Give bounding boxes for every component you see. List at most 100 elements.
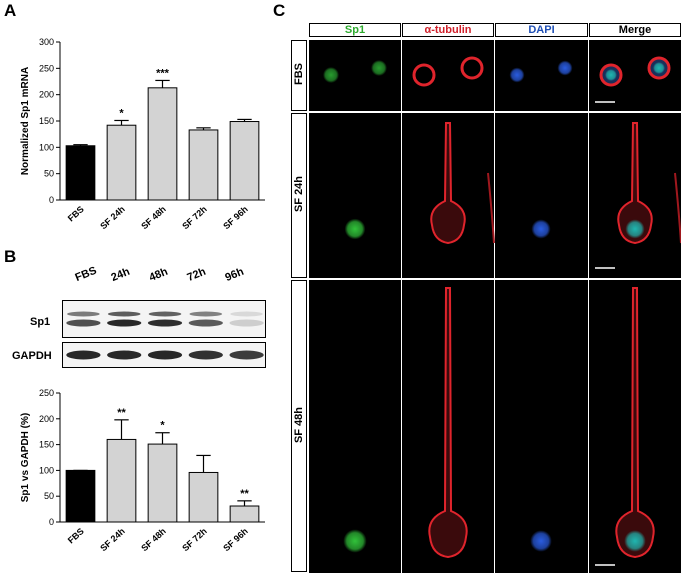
micrograph-panel [495, 113, 588, 278]
bar [188, 129, 219, 201]
micrograph-panel [495, 280, 588, 573]
row-label-box-sf48 [291, 280, 307, 572]
column-header-tubulin: α-tubulin [402, 23, 494, 37]
panel-letter-b: B [4, 247, 17, 266]
category-label: SF 72h [180, 526, 209, 553]
merge-nucleus [625, 219, 645, 239]
microscopy-images [309, 40, 681, 573]
blot-band-upper [189, 311, 223, 317]
blot-lane-label: FBS [73, 264, 99, 284]
merge-nucleus [624, 530, 646, 552]
merge-process [674, 172, 681, 244]
blot-band [107, 350, 142, 360]
row-label-box-fbs [291, 40, 307, 111]
blot-band [229, 319, 264, 327]
category-label: FBS [66, 204, 86, 223]
y-axis-label: Sp1 vs GAPDH (%) [20, 413, 31, 502]
bar [106, 124, 137, 201]
blot-lane-label: 24h [109, 265, 132, 284]
bar [106, 438, 137, 523]
y-tick-label: 150 [39, 440, 54, 450]
bar-chart-sp1-vs-gapdh: 0 50 100 150 200 250 Sp1 vs GAPDH (%) FBS ** SF 2… [20, 388, 265, 553]
tubulin-process [487, 172, 495, 244]
bar [229, 505, 260, 523]
panel-letter-c: C [273, 1, 286, 20]
category-label: SF 96h [221, 526, 250, 553]
bar [65, 469, 96, 523]
blot-band [66, 319, 101, 327]
significance-label: ** [117, 407, 126, 419]
micrograph-panel [309, 40, 401, 111]
dapi-stain [557, 60, 573, 76]
category-label: SF 96h [221, 204, 250, 231]
bar [147, 87, 178, 201]
category-label: SF 48h [139, 526, 168, 553]
significance-label: ** [240, 488, 249, 500]
bar [188, 471, 219, 523]
y-tick-label: 50 [44, 169, 54, 179]
category-label: SF 72h [180, 204, 209, 231]
blot-band-upper [148, 311, 182, 317]
bar [147, 443, 178, 523]
y-tick-label: 150 [39, 116, 54, 126]
blot-strip-gapdh [62, 342, 266, 368]
significance-label: *** [156, 67, 170, 79]
blot-band-upper [230, 311, 263, 317]
micrograph-panel [495, 40, 588, 111]
y-tick-label: 250 [39, 63, 54, 73]
category-label: SF 24h [98, 526, 127, 553]
y-tick-label: 200 [39, 90, 54, 100]
blot-band [229, 350, 264, 360]
dapi-stain [509, 67, 525, 83]
blot-band [147, 350, 183, 360]
sp1-stain [323, 67, 339, 83]
blot-band [188, 319, 223, 327]
micrograph-panel [309, 280, 401, 573]
column-header-dapi: DAPI [495, 23, 588, 37]
blot-row-label-sp1: Sp1 [30, 316, 51, 328]
merge-stain [615, 287, 655, 559]
blot-band [188, 350, 223, 360]
tubulin-stain [430, 122, 466, 245]
tubulin-stain [428, 287, 468, 559]
row-label-box-sf24 [291, 113, 307, 278]
y-tick-label: 200 [39, 414, 54, 424]
y-tick-label: 300 [39, 37, 54, 47]
sp1-stain [344, 218, 366, 240]
micrograph-panel [309, 113, 401, 278]
tubulin-stain [412, 63, 436, 87]
dapi-stain [530, 530, 552, 552]
y-tick-label: 100 [39, 142, 54, 152]
blot-band [147, 319, 183, 327]
y-tick-label: 0 [49, 517, 54, 527]
y-axis-label: Normalized Sp1 mRNA [20, 67, 31, 175]
merge-nucleus [653, 62, 665, 74]
category-label: SF 24h [98, 204, 127, 231]
blot-lane-label: 48h [147, 265, 170, 284]
significance-label: * [119, 107, 124, 119]
blot-row-label-gapdh: GAPDH [12, 350, 52, 362]
blot-band [66, 350, 101, 360]
sp1-stain [371, 60, 387, 76]
blot-band [107, 319, 142, 327]
row-label-fbs: FBS [293, 63, 305, 85]
significance-label: * [160, 420, 165, 432]
category-label: FBS [66, 526, 86, 545]
bar-chart-sp1-mrna: 0 50 100 150 200 250 300 Normalized Sp1 mRNA FBS… [20, 37, 265, 231]
merge-stain [617, 122, 653, 245]
panel-letter-a: A [4, 1, 17, 20]
y-tick-label: 250 [39, 388, 54, 398]
dapi-stain [531, 219, 551, 239]
y-tick-label: 50 [44, 491, 54, 501]
y-tick-label: 0 [49, 195, 54, 205]
row-label-sf24: SF 24h [293, 175, 305, 213]
y-tick-label: 100 [39, 465, 54, 475]
merge-nucleus [605, 69, 617, 81]
blot-band-upper [67, 311, 100, 317]
column-header-merge: Merge [589, 23, 681, 37]
sp1-stain [343, 529, 367, 553]
bar [229, 121, 260, 201]
category-label: SF 48h [139, 204, 168, 231]
column-header-sp1: Sp1 [309, 23, 401, 37]
bar [65, 145, 96, 201]
